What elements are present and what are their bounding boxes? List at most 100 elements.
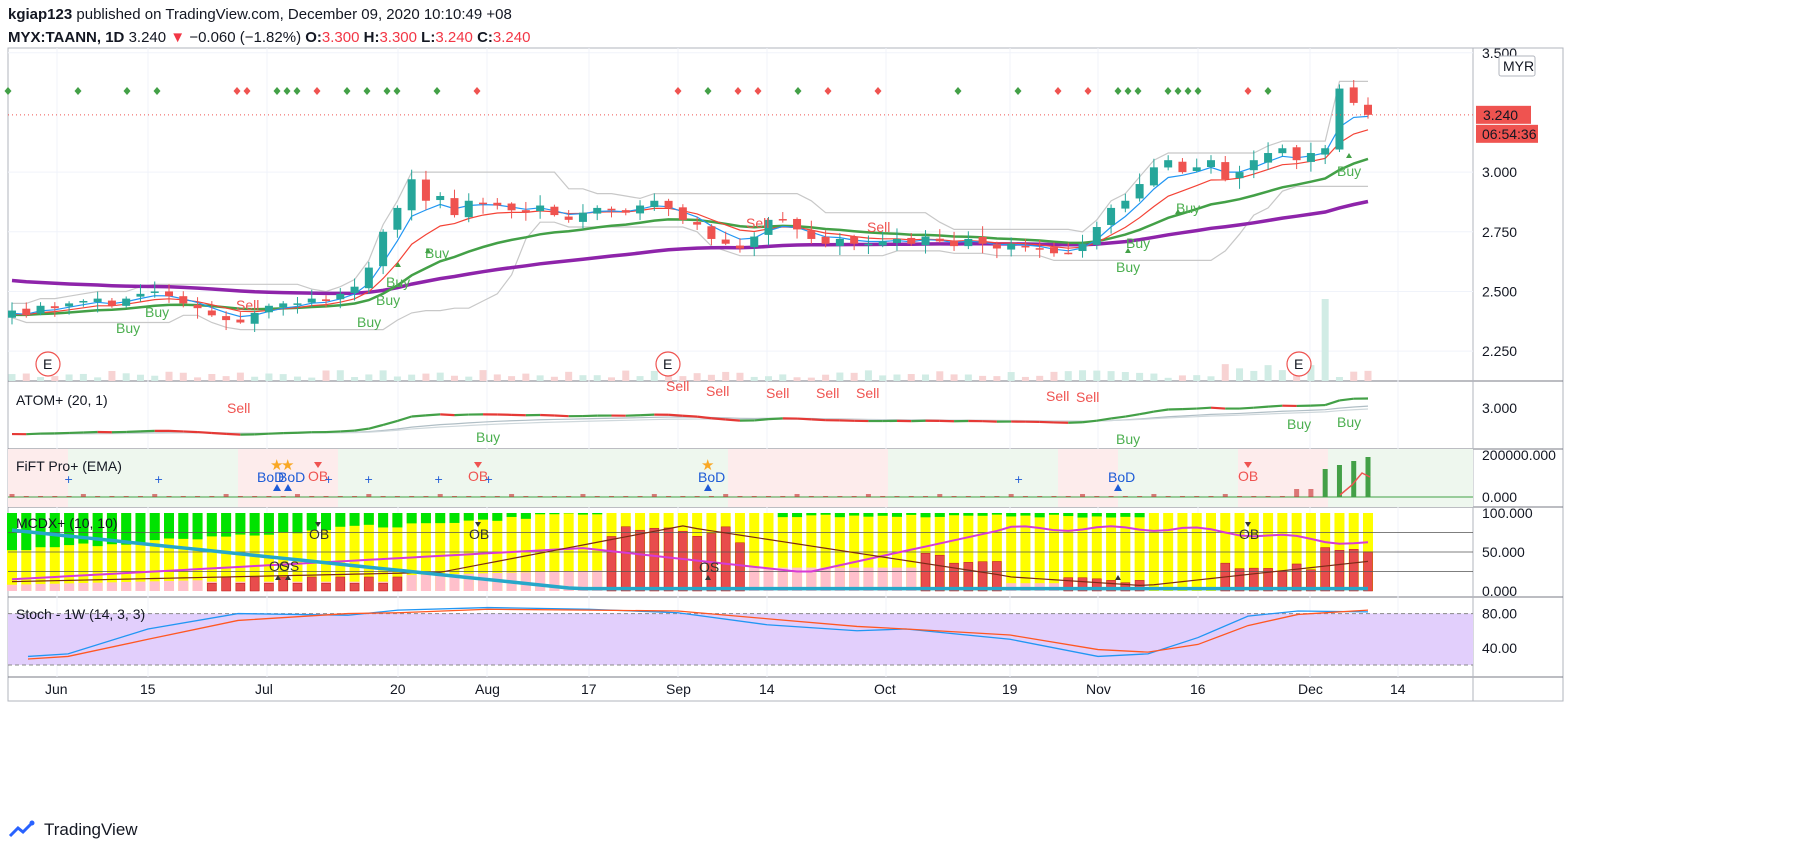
atom-signal-line bbox=[682, 414, 698, 418]
candle-body bbox=[821, 236, 830, 244]
signal-diamond bbox=[1264, 87, 1272, 95]
mcdx-red-bar bbox=[649, 527, 660, 592]
volume-bar bbox=[108, 370, 116, 381]
mcdx-pink-bar bbox=[877, 567, 888, 591]
atom-signal-line bbox=[382, 419, 398, 426]
candle-body bbox=[1035, 248, 1044, 250]
atom-signal-line bbox=[1196, 406, 1212, 410]
mcdx-green-bar bbox=[1106, 513, 1117, 518]
signal-diamond bbox=[153, 87, 161, 95]
volume-bar bbox=[1121, 372, 1129, 381]
fift-bar bbox=[1080, 494, 1086, 497]
fift-bar bbox=[523, 496, 529, 497]
ob-triangle-icon bbox=[1244, 462, 1252, 468]
volume-bar bbox=[907, 374, 915, 381]
atom-signal-line bbox=[126, 430, 141, 434]
candle-body bbox=[1206, 160, 1215, 167]
mcdx-red-bar bbox=[1263, 568, 1273, 592]
earnings-marker-label: E bbox=[663, 356, 672, 372]
fift-bar bbox=[337, 496, 343, 497]
signal-diamond bbox=[674, 87, 682, 95]
mcdx-pink-bar bbox=[749, 567, 760, 591]
candle-body bbox=[564, 216, 573, 220]
star-icon: ★ bbox=[270, 456, 283, 474]
earnings-marker-icon bbox=[1286, 351, 1312, 377]
fift-bar bbox=[38, 496, 44, 497]
last-price-badge bbox=[1476, 105, 1531, 124]
atom-signal-line bbox=[1339, 397, 1354, 402]
stoch-axis-tick: 40.00 bbox=[1482, 640, 1517, 656]
mcdx-green-bar bbox=[806, 513, 817, 516]
candle-body bbox=[122, 298, 131, 306]
mcdx-red-bar bbox=[1334, 550, 1345, 592]
price-signal-label: Buy bbox=[1337, 163, 1361, 179]
fift-bar bbox=[951, 496, 957, 497]
fift-bar bbox=[109, 496, 115, 497]
candle-body bbox=[921, 236, 930, 246]
mcdx-red-bar bbox=[321, 582, 331, 592]
os-up-triangle-icon bbox=[285, 575, 291, 580]
price-signal-label: Buy bbox=[376, 292, 400, 308]
volume-bar bbox=[450, 375, 458, 381]
mcdx-green-bar bbox=[306, 513, 317, 531]
candle-body bbox=[735, 245, 744, 249]
candle-body bbox=[336, 293, 345, 300]
fift-bar bbox=[823, 496, 829, 497]
candle-body bbox=[650, 200, 659, 207]
signal-diamond bbox=[794, 87, 802, 95]
atom-signal-line bbox=[425, 413, 441, 417]
signal-diamond bbox=[123, 87, 131, 95]
atom-pane-title: ATOM+ (20, 1) bbox=[16, 392, 108, 408]
high-label: H: bbox=[363, 29, 380, 46]
stoch-d-line bbox=[27, 608, 1369, 660]
candle-body bbox=[1264, 153, 1273, 163]
volume-bar bbox=[750, 376, 758, 381]
volume-bar bbox=[265, 373, 273, 381]
atom-signal-line bbox=[183, 430, 198, 434]
volume-bar bbox=[536, 375, 544, 381]
candle-body bbox=[1192, 167, 1201, 171]
mcdx-pink-bar bbox=[806, 567, 817, 591]
volume-bar bbox=[522, 373, 530, 381]
candle-body bbox=[636, 205, 645, 214]
fift-axis-tick: 200000.000 bbox=[1482, 447, 1556, 463]
mcdx-green-bar bbox=[206, 513, 217, 537]
candle-body bbox=[764, 219, 773, 235]
atom-signal-line bbox=[1139, 410, 1155, 416]
candle-body bbox=[307, 298, 316, 303]
atom-signal-label: Sell bbox=[666, 378, 689, 394]
mcdx-green-bar bbox=[221, 513, 232, 537]
mcdx-green-bar bbox=[335, 513, 346, 527]
mcdx-red-bar bbox=[292, 582, 303, 592]
atom-signal-line bbox=[639, 413, 655, 417]
volume-bar bbox=[579, 375, 587, 381]
fift-bar bbox=[1037, 496, 1043, 497]
volume-bar bbox=[1178, 375, 1186, 381]
fift-signal-label: OB bbox=[1238, 468, 1258, 484]
change-arrow-icon: ▼ bbox=[170, 29, 186, 46]
volume-bar bbox=[422, 373, 430, 381]
fift-bar bbox=[937, 494, 943, 497]
fift-bar bbox=[1322, 469, 1328, 497]
candle-body bbox=[550, 206, 559, 216]
mcdx-green-bar bbox=[449, 513, 460, 523]
mcdx-pink-bar bbox=[178, 580, 189, 591]
mcdx-pink-bar bbox=[763, 567, 774, 591]
star-icon: ★ bbox=[281, 456, 294, 474]
mcdx-green-bar bbox=[849, 513, 860, 516]
mcdx-green-bar bbox=[834, 513, 845, 518]
candle-body bbox=[1349, 87, 1358, 103]
candle-body bbox=[1064, 252, 1073, 255]
mcdx-green-bar bbox=[520, 513, 531, 519]
buy-triangle bbox=[1125, 248, 1131, 253]
fift-zone-red bbox=[728, 449, 888, 507]
volume-bar bbox=[879, 375, 887, 381]
candle-body bbox=[450, 198, 459, 216]
fift-bar bbox=[252, 496, 258, 497]
signal-diamond bbox=[1134, 87, 1142, 95]
mcdx-red-bar bbox=[249, 576, 260, 592]
fift-bar bbox=[409, 496, 415, 497]
mcdx-red-bar bbox=[1092, 578, 1102, 592]
fift-bar bbox=[280, 496, 286, 497]
